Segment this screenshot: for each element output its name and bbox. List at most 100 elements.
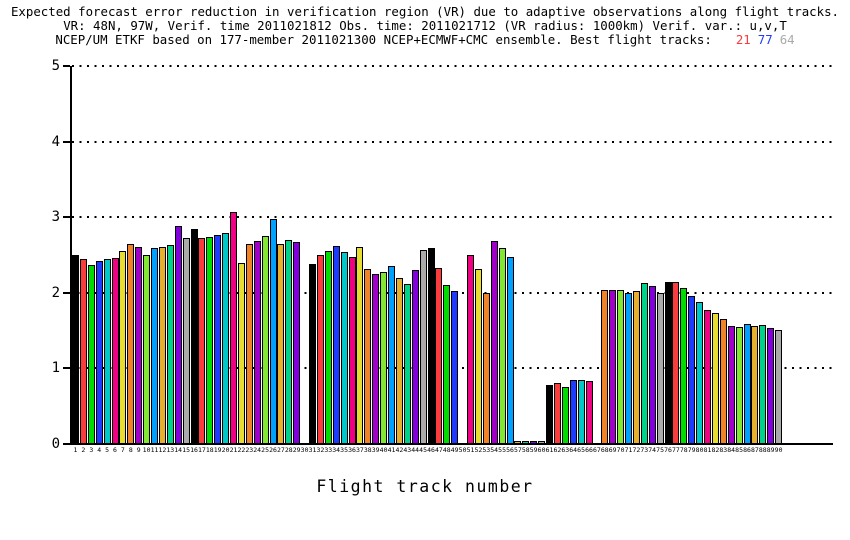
- x-tick-label-13: 13: [166, 446, 175, 454]
- x-tick-label-85: 85: [735, 446, 744, 454]
- x-tick-label-4: 4: [97, 446, 102, 454]
- x-tick-label-3: 3: [89, 446, 94, 454]
- bar-track-78: [680, 288, 687, 444]
- x-tick-label-60: 60: [537, 446, 546, 454]
- bar-track-84: [728, 326, 735, 444]
- x-tick-label-36: 36: [348, 446, 356, 454]
- bar-track-22: [238, 263, 245, 444]
- x-tick-label-71: 71: [624, 446, 633, 454]
- x-tick-label-59: 59: [529, 446, 538, 454]
- bar-track-39: [372, 274, 379, 444]
- bar-track-63: [562, 387, 569, 444]
- x-axis-title: Flight track number: [316, 477, 534, 496]
- x-tick-label-82: 82: [711, 446, 720, 454]
- bar-track-9: [135, 247, 142, 444]
- bar-track-76: [665, 282, 672, 444]
- x-tick-label-12: 12: [158, 446, 167, 454]
- bar-track-37: [356, 247, 363, 444]
- bar-track-41: [388, 266, 395, 444]
- x-tick-label-70: 70: [616, 446, 625, 454]
- bar-track-88: [759, 325, 766, 444]
- bar-track-79: [688, 296, 695, 444]
- x-tick-label-38: 38: [363, 446, 372, 454]
- bar-track-13: [167, 245, 174, 444]
- x-tick-label-31: 31: [308, 446, 317, 454]
- bar-track-69: [609, 290, 616, 444]
- x-tick-label-42: 42: [395, 446, 404, 454]
- x-tick-label-16: 16: [190, 446, 198, 454]
- x-tick-label-72: 72: [632, 446, 641, 454]
- bar-track-80: [696, 302, 703, 444]
- bar-track-54: [491, 241, 498, 444]
- y-axis-line: [70, 66, 72, 444]
- x-tick-label-15: 15: [182, 446, 191, 454]
- y-tick-label-2: 2: [51, 284, 60, 301]
- bar-track-86: [744, 324, 751, 444]
- bar-track-68: [601, 290, 608, 444]
- x-tick-label-56: 56: [506, 446, 514, 454]
- x-tick-label-34: 34: [332, 446, 341, 454]
- x-tick-label-77: 77: [671, 446, 680, 454]
- x-tick-label-30: 30: [300, 446, 309, 454]
- title-line-3: NCEP/UM ETKF based on 177-member 2011021…: [0, 33, 850, 47]
- x-tick-label-5: 5: [105, 446, 110, 454]
- bar-track-64: [570, 380, 577, 444]
- bar-track-81: [704, 310, 711, 444]
- bar-track-18: [206, 237, 213, 444]
- bar-track-90: [775, 330, 782, 444]
- chart-title: Expected forecast error reduction in ver…: [0, 5, 850, 47]
- x-tick-label-18: 18: [205, 446, 214, 454]
- x-tick-label-88: 88: [758, 446, 767, 454]
- x-tick-label-75: 75: [656, 446, 665, 454]
- x-tick-label-81: 81: [703, 446, 712, 454]
- bar-track-29: [293, 242, 300, 444]
- x-tick-label-25: 25: [261, 446, 270, 454]
- bar-track-77: [672, 282, 679, 444]
- y-tick-label-0: 0: [51, 436, 60, 452]
- bar-track-40: [380, 272, 387, 444]
- bar-track-26: [270, 219, 277, 444]
- x-tick-label-43: 43: [403, 446, 412, 454]
- y-tick-0: [63, 443, 70, 445]
- x-tick-label-86: 86: [743, 446, 751, 454]
- bar-track-71: [625, 293, 632, 444]
- x-tick-label-67: 67: [592, 446, 601, 454]
- y-tick-1: [63, 367, 70, 370]
- bar-track-48: [443, 285, 450, 444]
- x-tick-label-84: 84: [727, 446, 736, 454]
- bar-track-43: [404, 284, 411, 444]
- x-tick-label-35: 35: [340, 446, 349, 454]
- y-tick-label-5: 5: [51, 58, 60, 74]
- bar-track-44: [412, 270, 419, 444]
- bar-track-75: [657, 293, 664, 444]
- bar-track-17: [198, 238, 205, 444]
- x-tick-label-39: 39: [371, 446, 380, 454]
- x-tick-label-41: 41: [387, 446, 396, 454]
- x-tick-label-19: 19: [213, 446, 222, 454]
- x-tick-label-51: 51: [466, 446, 475, 454]
- x-tick-label-10: 10: [142, 446, 151, 454]
- bar-track-87: [751, 326, 758, 444]
- x-tick-label-68: 68: [600, 446, 609, 454]
- bar-track-10: [143, 255, 150, 444]
- x-tick-label-46: 46: [427, 446, 435, 454]
- x-tick-label-79: 79: [687, 446, 696, 454]
- bar-track-19: [214, 235, 221, 444]
- bar-track-34: [333, 246, 340, 444]
- bar-track-27: [277, 244, 284, 444]
- x-tick-label-28: 28: [284, 446, 293, 454]
- bar-track-31: [309, 264, 316, 444]
- x-tick-label-63: 63: [561, 446, 570, 454]
- bar-track-12: [159, 247, 166, 444]
- x-tick-label-17: 17: [197, 446, 206, 454]
- title-line-2: VR: 48N, 97W, Verif. time 2011021812 Obs…: [63, 18, 787, 33]
- bar-track-33: [325, 251, 332, 444]
- bar-track-6: [112, 258, 119, 444]
- bar-track-46: [428, 248, 435, 444]
- x-tick-label-53: 53: [482, 446, 491, 454]
- bar-track-38: [364, 269, 371, 444]
- y-tick-5: [63, 65, 70, 67]
- x-tick-label-50: 50: [458, 446, 467, 454]
- bar-track-61: [546, 385, 553, 444]
- bar-track-53: [483, 293, 490, 444]
